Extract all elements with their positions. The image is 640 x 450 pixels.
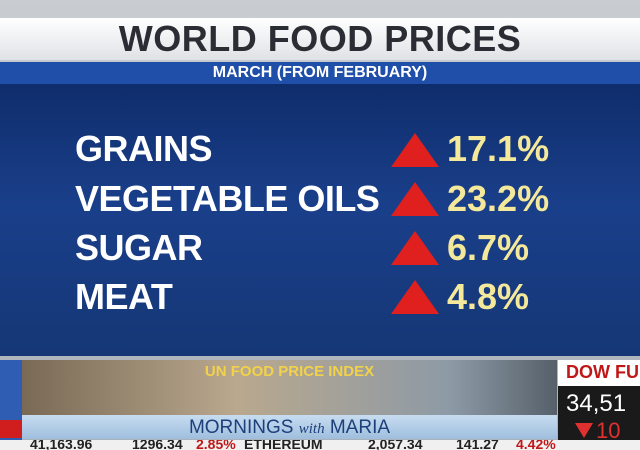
network-logo-accent	[0, 420, 22, 438]
subtitle: MARCH (FROM FEBRUARY)	[212, 64, 428, 81]
row-value: 6.7%	[447, 227, 530, 268]
ticker-item: 2.85%	[196, 440, 236, 450]
row-label: SUGAR	[75, 227, 203, 268]
up-arrow	[391, 280, 439, 314]
ticker-item: 41,163.96	[30, 440, 93, 450]
market-header	[558, 360, 640, 386]
topic: UN FOOD PRICE INDEX	[204, 363, 375, 380]
show-word: MARIA	[329, 417, 391, 438]
market-body	[558, 386, 640, 440]
panel	[0, 84, 640, 356]
ticker-item: 4.42%	[516, 440, 556, 450]
ticker-item: ETHEREUM	[244, 440, 323, 450]
row-label: VEGETABLE OILS	[75, 178, 380, 219]
market-change: 10	[596, 418, 621, 443]
show-bar	[22, 415, 557, 439]
show-word: with	[298, 421, 325, 437]
market-label: DOW FU	[566, 362, 639, 382]
ticker-item: 1296.34	[132, 440, 183, 450]
up-arrow	[391, 231, 439, 265]
up-arrow	[391, 182, 439, 216]
subtitle-band	[0, 62, 640, 84]
row-value: 4.8%	[447, 276, 530, 317]
ticker: 41,163.96 1296.34 2.85% ETHEREUM 2,057.3…	[0, 440, 640, 450]
row-value: 23.2%	[447, 178, 550, 219]
row-value: 17.1%	[447, 128, 550, 169]
show-word: MORNINGS	[188, 417, 294, 438]
down-arrow	[575, 423, 593, 438]
lower-third-image	[22, 360, 557, 416]
ticker-item: 141.27	[456, 440, 499, 450]
title-band	[0, 18, 640, 60]
title: WORLD FOOD PRICES	[118, 18, 522, 59]
market-value: 34,51	[566, 390, 627, 417]
up-arrow	[391, 133, 439, 167]
ticker-item: 2,057.34	[368, 440, 423, 450]
show-name: MORNINGS with MARIA	[22, 417, 557, 439]
row-label: MEAT	[75, 276, 173, 317]
row-label: GRAINS	[75, 128, 213, 169]
